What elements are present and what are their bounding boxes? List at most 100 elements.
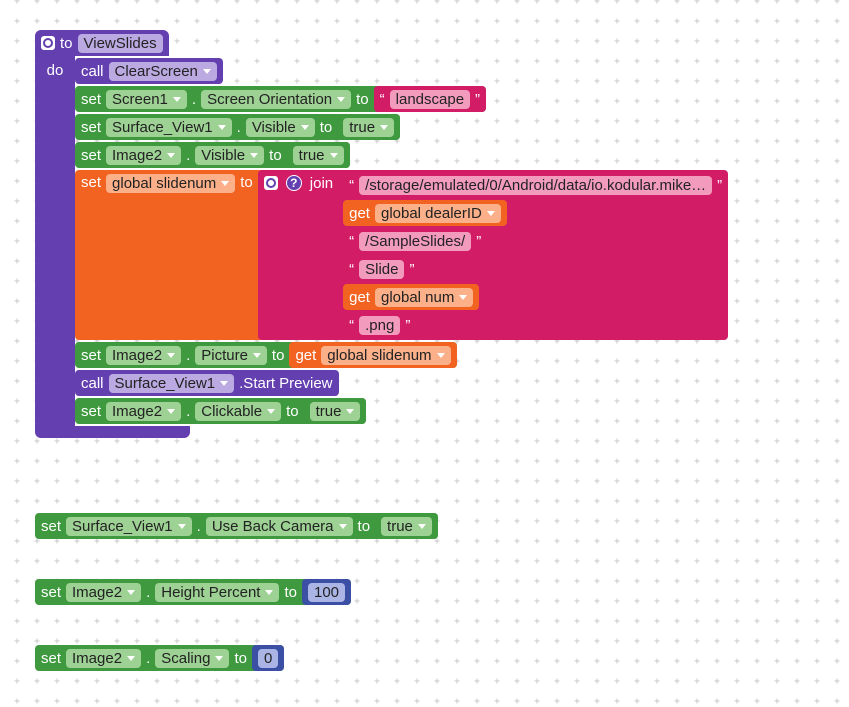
text-value: /storage/emulated/0/Android/data/io.kodu… [365,176,707,194]
component-field[interactable]: ClearScreen [108,61,217,81]
to-keyword: to [286,402,299,420]
close-quote: ” [405,316,411,334]
set-block[interactable]: set Surface_View1. Use Back Camera to true [35,513,438,539]
logic-block[interactable]: true [337,114,401,140]
set-block[interactable]: set Surface_View1. Visible to true [75,114,401,140]
mutator-icon[interactable] [263,176,278,190]
dropdown-arrow [337,96,346,102]
dot: . [196,517,201,535]
component: Screen1 [112,90,168,108]
set-keyword: set [41,649,62,667]
mutator-icon[interactable] [41,36,55,50]
text-value-field[interactable]: /storage/emulated/0/Android/data/io.kodu… [359,175,713,195]
to-keyword: to [240,174,253,191]
get-block[interactable]: get global slidenum [289,342,457,368]
set-keyword: set [81,346,102,364]
logic-value-field[interactable]: true [343,117,395,137]
property: Visible [201,146,246,164]
close-quote: ” [717,176,723,194]
set-block[interactable]: set Image2. Scaling to 0 [35,645,285,671]
logic-block[interactable]: true [375,513,438,539]
logic-block[interactable]: true [286,142,350,168]
logic-value-field[interactable]: true [292,145,344,165]
logic-value-field[interactable]: true [381,516,432,536]
variable: global slidenum [112,175,217,192]
text-value-field[interactable]: .png [359,315,401,335]
text-block[interactable]: “ landscape ” [373,86,487,112]
property-field[interactable]: Screen Orientation [201,89,352,109]
number-block[interactable]: 0 [251,645,285,671]
set-block[interactable]: set Image2. Clickable to true [75,398,367,424]
component-field[interactable]: Surface_View1 [66,516,192,536]
open-quote: “ [349,316,355,334]
variable-field[interactable]: global slidenum [321,345,451,365]
component-field[interactable]: Screen1 [106,89,187,109]
dropdown-arrow [267,408,276,414]
text-value-field[interactable]: landscape [389,89,471,109]
text-value-field[interactable]: Slide [359,259,405,279]
component-field[interactable]: Image2 [106,401,182,421]
component: Image2 [112,402,163,420]
component: Image2 [112,146,163,164]
number-value-field[interactable]: 0 [257,648,279,668]
dot: . [236,118,241,136]
procedure-name-field[interactable]: ViewSlides [77,33,163,53]
dropdown-arrow [436,352,445,358]
get-keyword: get [295,346,317,364]
number-value-field[interactable]: 100 [307,582,346,602]
property: Clickable [201,402,263,420]
variable-field[interactable]: global num [374,287,474,307]
component-field[interactable]: Surface_View1 [108,373,235,393]
property-field[interactable]: Visible [245,117,315,137]
property-field[interactable]: Scaling [155,648,230,668]
to-keyword: to [356,90,369,108]
variable-field[interactable]: global slidenum [106,174,236,193]
join-block[interactable]: ? join “ /storage/emulated/0/Android/data/i… [257,170,729,340]
property-field[interactable]: Height Percent [155,582,280,602]
open-quote: “ [349,260,355,278]
call-block[interactable]: call Surface_View1 .Start Preview [75,370,339,396]
property: Scaling [161,649,211,667]
property-field[interactable]: Visible [195,145,265,165]
text-block[interactable]: “ Slide ” [343,256,421,282]
text-block[interactable]: “ /storage/emulated/0/Android/data/io.kod… [343,172,729,198]
set-block[interactable]: set Screen1. Screen Orientation to “ landscap… [75,86,487,112]
dropdown-arrow [172,96,181,102]
dropdown-arrow [380,124,389,130]
property: Visible [251,118,296,136]
set-global-block[interactable]: set global slidenum to? join “ /storage/emula… [75,170,729,340]
text-value-field[interactable]: /SampleSlides/ [359,231,472,251]
dropdown-arrow [167,352,176,358]
set-block[interactable]: set Image2. Visible to true [75,142,350,168]
get-block[interactable]: get global num [343,284,480,310]
variable-field[interactable]: global dealerID [374,203,501,223]
dropdown-arrow [459,294,468,300]
logic-value-field[interactable]: true [309,401,361,421]
logic-block[interactable]: true [303,398,367,424]
component-field[interactable]: Image2 [66,582,142,602]
logic-value: true [298,146,325,164]
component: Surface_View1 [72,517,173,535]
number-block[interactable]: 100 [301,579,352,605]
set-block[interactable]: set Image2. Height Percent to 100 [35,579,352,605]
method: .Start Preview [239,374,333,392]
dropdown-arrow [252,352,261,358]
dropdown-arrow [265,589,274,595]
text-block[interactable]: “ /SampleSlides/ ” [343,228,488,254]
property-field[interactable]: Clickable [195,401,282,421]
component-field[interactable]: Image2 [66,648,142,668]
component-field[interactable]: Image2 [106,345,182,365]
call-block[interactable]: call ClearScreen [75,58,223,84]
text-value: /SampleSlides/ [365,232,466,250]
property-field[interactable]: Picture [195,345,267,365]
component-field[interactable]: Surface_View1 [106,117,232,137]
component-field[interactable]: Image2 [106,145,182,165]
property-field[interactable]: Use Back Camera [205,516,353,536]
set-block[interactable]: set Image2. Picture to get global slidenum [75,342,457,368]
open-quote: “ [349,232,355,250]
get-block[interactable]: get global dealerID [343,200,507,226]
open-quote: “ [349,176,355,194]
text-block[interactable]: “ .png ” [343,312,417,338]
procedure-block[interactable]: to ViewSlides do call ClearScreen set Screen1.… [35,30,729,438]
help-icon: ? [285,175,302,191]
